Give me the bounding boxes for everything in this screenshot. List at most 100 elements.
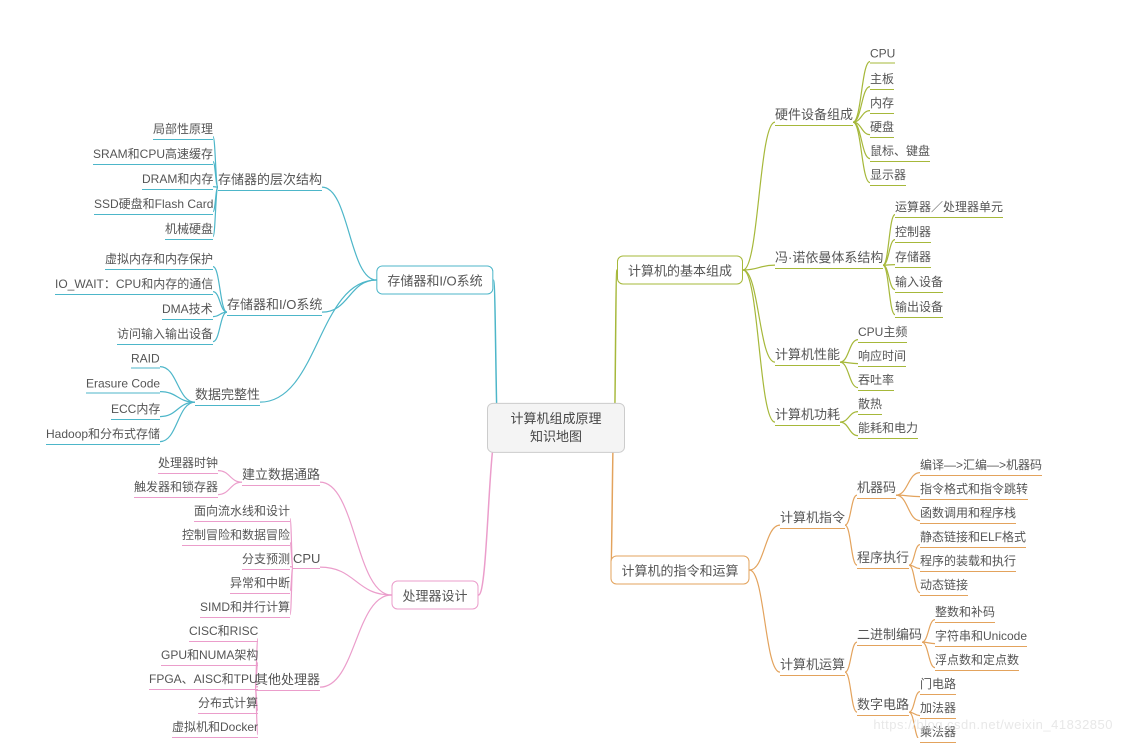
leaf-s8-1-label: 控制器 — [895, 223, 931, 243]
leaf-s2-0: 虚拟内存和内存保护 — [105, 250, 213, 270]
leaf-s1-3-label: SSD硬盘和Flash Card — [94, 195, 213, 215]
leaf-s8-3-label: 输入设备 — [895, 273, 943, 293]
gleaf-s12-1-1: 加法器 — [920, 699, 956, 719]
gleaf-s11-1-2-label: 动态链接 — [920, 576, 968, 596]
leaf-s2-3-label: 访问输入输出设备 — [117, 325, 213, 345]
leaf-s10-0: 散热 — [858, 395, 882, 415]
leaf-s3-0-label: RAID — [131, 352, 160, 369]
leaf-s6-2: FPGA、AISC和TPU — [149, 670, 258, 690]
sub-s8-label: 冯·诺依曼体系结构 — [775, 247, 883, 269]
leaf-s5-1-label: 控制冒险和数据冒险 — [182, 526, 290, 546]
sub-s9-label: 计算机性能 — [775, 344, 840, 366]
leaf-s3-0: RAID — [131, 352, 160, 369]
sub-s3: 数据完整性 — [195, 384, 260, 406]
gleaf-s12-1-0: 门电路 — [920, 675, 956, 695]
gleaf-s11-1-1-label: 程序的装载和执行 — [920, 552, 1016, 572]
leaf-s6-3: 分布式计算 — [198, 694, 258, 714]
gleaf-s11-0-2: 函数调用和程序栈 — [920, 504, 1016, 524]
gleaf-s11-1-0: 静态链接和ELF格式 — [920, 528, 1026, 548]
leaf-s7-3-label: 硬盘 — [870, 118, 894, 138]
leaf-s1-3: SSD硬盘和Flash Card — [94, 195, 213, 215]
leaf-s1-4-label: 机械硬盘 — [165, 220, 213, 240]
sub-s2: 存储器和I/O系统 — [227, 294, 322, 316]
main-m_cpu: 处理器设计 — [391, 581, 478, 610]
sub-s12-label: 计算机运算 — [780, 654, 845, 676]
gleaf-s12-0-2-label: 浮点数和定点数 — [935, 651, 1019, 671]
sub-s4: 建立数据通路 — [242, 464, 320, 486]
gleaf-s11-0-0-label: 编译—>汇编—>机器码 — [920, 456, 1042, 476]
leaf-s7-5-label: 显示器 — [870, 166, 906, 186]
leaf-s4-1: 触发器和锁存器 — [134, 478, 218, 498]
leaf-s5-0-label: 面向流水线和设计 — [194, 502, 290, 522]
leaf-s4-0: 处理器时钟 — [158, 454, 218, 474]
leaf-s10-0-label: 散热 — [858, 395, 882, 415]
leaf-s9-0-label: CPU主频 — [858, 323, 907, 343]
gleaf-s12-0-0-label: 整数和补码 — [935, 603, 995, 623]
leaf-s1-0-label: 局部性原理 — [153, 120, 213, 140]
leaf-s9-0: CPU主频 — [858, 323, 907, 343]
leaf-s8-3: 输入设备 — [895, 273, 943, 293]
gleaf-s11-1-2: 动态链接 — [920, 576, 968, 596]
leaf-s10-1: 能耗和电力 — [858, 419, 918, 439]
sub-s11-label: 计算机指令 — [780, 507, 845, 529]
sub-s11: 计算机指令 — [780, 507, 845, 529]
sub-s5: CPU — [293, 551, 320, 569]
leaf-s10-1-label: 能耗和电力 — [858, 419, 918, 439]
child-s12-0-label: 二进制编码 — [857, 624, 922, 646]
sub-s5-label: CPU — [293, 551, 320, 569]
leaf-s7-5: 显示器 — [870, 166, 906, 186]
leaf-s6-4: 虚拟机和Docker — [172, 718, 258, 738]
leaf-s3-1: Erasure Code — [86, 377, 160, 394]
leaf-s7-3: 硬盘 — [870, 118, 894, 138]
leaf-s2-2-label: DMA技术 — [162, 300, 213, 320]
leaf-s7-2-label: 内存 — [870, 94, 894, 114]
leaf-s5-4: SIMD和并行计算 — [200, 598, 290, 618]
child-s12-1-label: 数字电路 — [857, 694, 909, 716]
leaf-s3-2: ECC内存 — [111, 400, 160, 420]
leaf-s7-1: 主板 — [870, 70, 894, 90]
leaf-s5-4-label: SIMD和并行计算 — [200, 598, 290, 618]
leaf-s1-1: SRAM和CPU高速缓存 — [93, 145, 213, 165]
gleaf-s11-0-0: 编译—>汇编—>机器码 — [920, 456, 1042, 476]
sub-s4-label: 建立数据通路 — [242, 464, 320, 486]
leaf-s9-1: 响应时间 — [858, 347, 906, 367]
leaf-s2-1-label: IO_WAIT：CPU和内存的通信 — [55, 275, 213, 295]
leaf-s3-1-label: Erasure Code — [86, 377, 160, 394]
leaf-s6-2-label: FPGA、AISC和TPU — [149, 670, 258, 690]
leaf-s5-2: 分支预测 — [242, 550, 290, 570]
gleaf-s11-0-1-label: 指令格式和指令跳转 — [920, 480, 1028, 500]
sub-s2-label: 存储器和I/O系统 — [227, 294, 322, 316]
sub-s12: 计算机运算 — [780, 654, 845, 676]
root-label: 计算机组成原理知识地图 — [510, 411, 601, 444]
leaf-s4-1-label: 触发器和锁存器 — [134, 478, 218, 498]
leaf-s5-3: 异常和中断 — [230, 574, 290, 594]
gleaf-s12-0-1: 字符串和Unicode — [935, 627, 1027, 647]
leaf-s8-0: 运算器／处理器单元 — [895, 198, 1003, 218]
gleaf-s11-0-1: 指令格式和指令跳转 — [920, 480, 1028, 500]
leaf-s5-3-label: 异常和中断 — [230, 574, 290, 594]
leaf-s7-0-label: CPU — [870, 47, 895, 64]
root-node: 计算机组成原理知识地图 — [487, 403, 625, 453]
leaf-s1-0: 局部性原理 — [153, 120, 213, 140]
gleaf-s12-0-1-label: 字符串和Unicode — [935, 627, 1027, 647]
watermark: https://blog.csdn.net/weixin_41832850 — [873, 717, 1113, 732]
leaf-s2-0-label: 虚拟内存和内存保护 — [105, 250, 213, 270]
leaf-s2-1: IO_WAIT：CPU和内存的通信 — [55, 275, 213, 295]
leaf-s8-0-label: 运算器／处理器单元 — [895, 198, 1003, 218]
sub-s8: 冯·诺依曼体系结构 — [775, 247, 883, 269]
sub-s9: 计算机性能 — [775, 344, 840, 366]
leaf-s6-1: GPU和NUMA架构 — [161, 646, 258, 666]
sub-s7-label: 硬件设备组成 — [775, 104, 853, 126]
child-s11-0: 机器码 — [857, 477, 896, 499]
leaf-s9-1-label: 响应时间 — [858, 347, 906, 367]
leaf-s5-0: 面向流水线和设计 — [194, 502, 290, 522]
leaf-s9-2-label: 吞吐率 — [858, 371, 894, 391]
leaf-s9-2: 吞吐率 — [858, 371, 894, 391]
sub-s6: 其他处理器 — [255, 669, 320, 691]
leaf-s6-0: CISC和RISC — [189, 622, 258, 642]
leaf-s3-3: Hadoop和分布式存储 — [46, 425, 160, 445]
leaf-s7-4-label: 鼠标、键盘 — [870, 142, 930, 162]
sub-s10-label: 计算机功耗 — [775, 404, 840, 426]
leaf-s2-2: DMA技术 — [162, 300, 213, 320]
leaf-s3-3-label: Hadoop和分布式存储 — [46, 425, 160, 445]
